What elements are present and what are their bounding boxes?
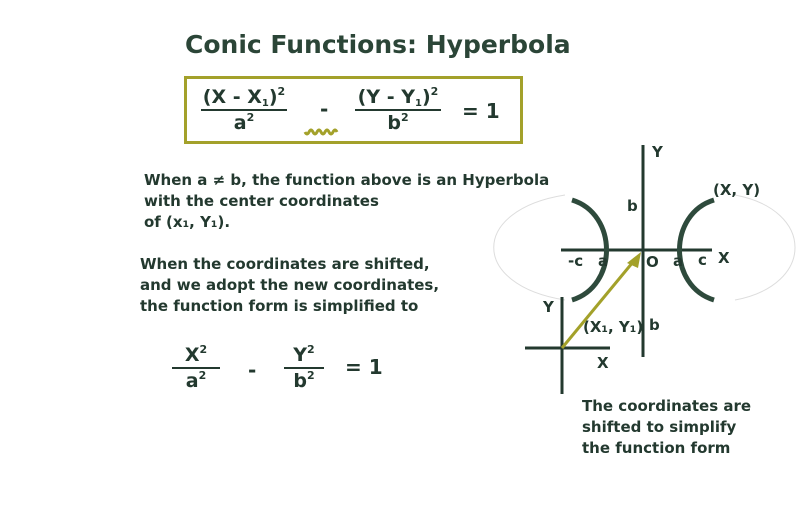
- paragraph-coordinate-shift: When the coordinates are shifted, and we…: [140, 254, 439, 317]
- paragraph1-line2: with the center coordinates: [144, 192, 379, 210]
- paragraph1-line1: When a ≠ b, the function above is an Hyp…: [144, 171, 550, 189]
- term1-denominator: a2: [233, 111, 255, 134]
- simplified-term2-fraction: Y2 b2: [284, 344, 324, 392]
- term2-denominator: b2: [387, 111, 409, 134]
- caption-line1: The coordinates are: [582, 397, 752, 415]
- shifted-y-axis-label: Y: [543, 298, 554, 316]
- simplified-term2-denominator: b2: [293, 369, 315, 392]
- minus-sign: -: [320, 97, 329, 121]
- diagram-caption: The coordinates are shifted to simplify …: [582, 396, 751, 459]
- page-title: Conic Functions: Hyperbola: [185, 30, 571, 59]
- point-label: (X, Y): [713, 181, 761, 199]
- simplified-minus-sign: -: [248, 358, 257, 382]
- paragraph-hyperbola-definition: When a ≠ b, the function above is an Hyp…: [144, 170, 549, 233]
- neg-c-label: -c: [568, 252, 584, 270]
- fraction-bar: [172, 367, 220, 369]
- neg-a-label: a: [598, 252, 609, 270]
- x-axis-label: X: [718, 249, 730, 267]
- center-label: (X₁, Y₁): [583, 318, 644, 336]
- paragraph2-line1: When the coordinates are shifted,: [140, 255, 430, 273]
- caption-line3: the function form: [582, 439, 731, 457]
- y-axis-label: Y: [652, 143, 663, 161]
- caption-line2: shifted to simplify: [582, 418, 737, 436]
- pos-a-label: a: [673, 252, 684, 270]
- squiggle-annotation: [303, 128, 339, 136]
- origin-label: O: [646, 253, 659, 271]
- paragraph1-line3: of (x₁, Y₁).: [144, 213, 231, 231]
- fraction-bar: [201, 109, 287, 111]
- pos-c-label: c: [698, 251, 707, 269]
- guide-arc-left: [493, 194, 566, 301]
- term1-fraction: (X - X1)2 a2: [201, 86, 287, 134]
- paragraph2-line2: and we adopt the new coordinates,: [140, 276, 440, 294]
- term2-numerator: (Y - Y1)2: [357, 85, 439, 109]
- simplified-term1-numerator: X2: [184, 343, 208, 366]
- general-equation-box: (X - X1)2 a2 - (Y - Y1)2 b2 = 1: [184, 76, 523, 144]
- term2-fraction: (Y - Y1)2 b2: [355, 86, 441, 134]
- term1-numerator: (X - X1)2: [202, 85, 286, 109]
- shift-arrow-head: [627, 252, 641, 268]
- b-lower-label: b: [649, 316, 660, 334]
- simplified-term1-denominator: a2: [185, 369, 207, 392]
- equals-one: = 1: [462, 99, 500, 123]
- fraction-bar: [284, 367, 324, 369]
- b-upper-label: b: [627, 197, 638, 215]
- fraction-bar: [355, 109, 441, 111]
- shift-arrow: [560, 261, 635, 349]
- hyperbola-left-branch: [571, 197, 609, 303]
- guide-arc-right: [734, 194, 796, 301]
- hyperbola-right-branch: [677, 197, 715, 303]
- paragraph2-line3: the function form is simplified to: [140, 297, 419, 315]
- shifted-x-axis-label: X: [597, 354, 609, 372]
- simplified-term1-fraction: X2 a2: [172, 344, 220, 392]
- simplified-term2-numerator: Y2: [293, 343, 315, 366]
- simplified-equals-one: = 1: [345, 355, 383, 379]
